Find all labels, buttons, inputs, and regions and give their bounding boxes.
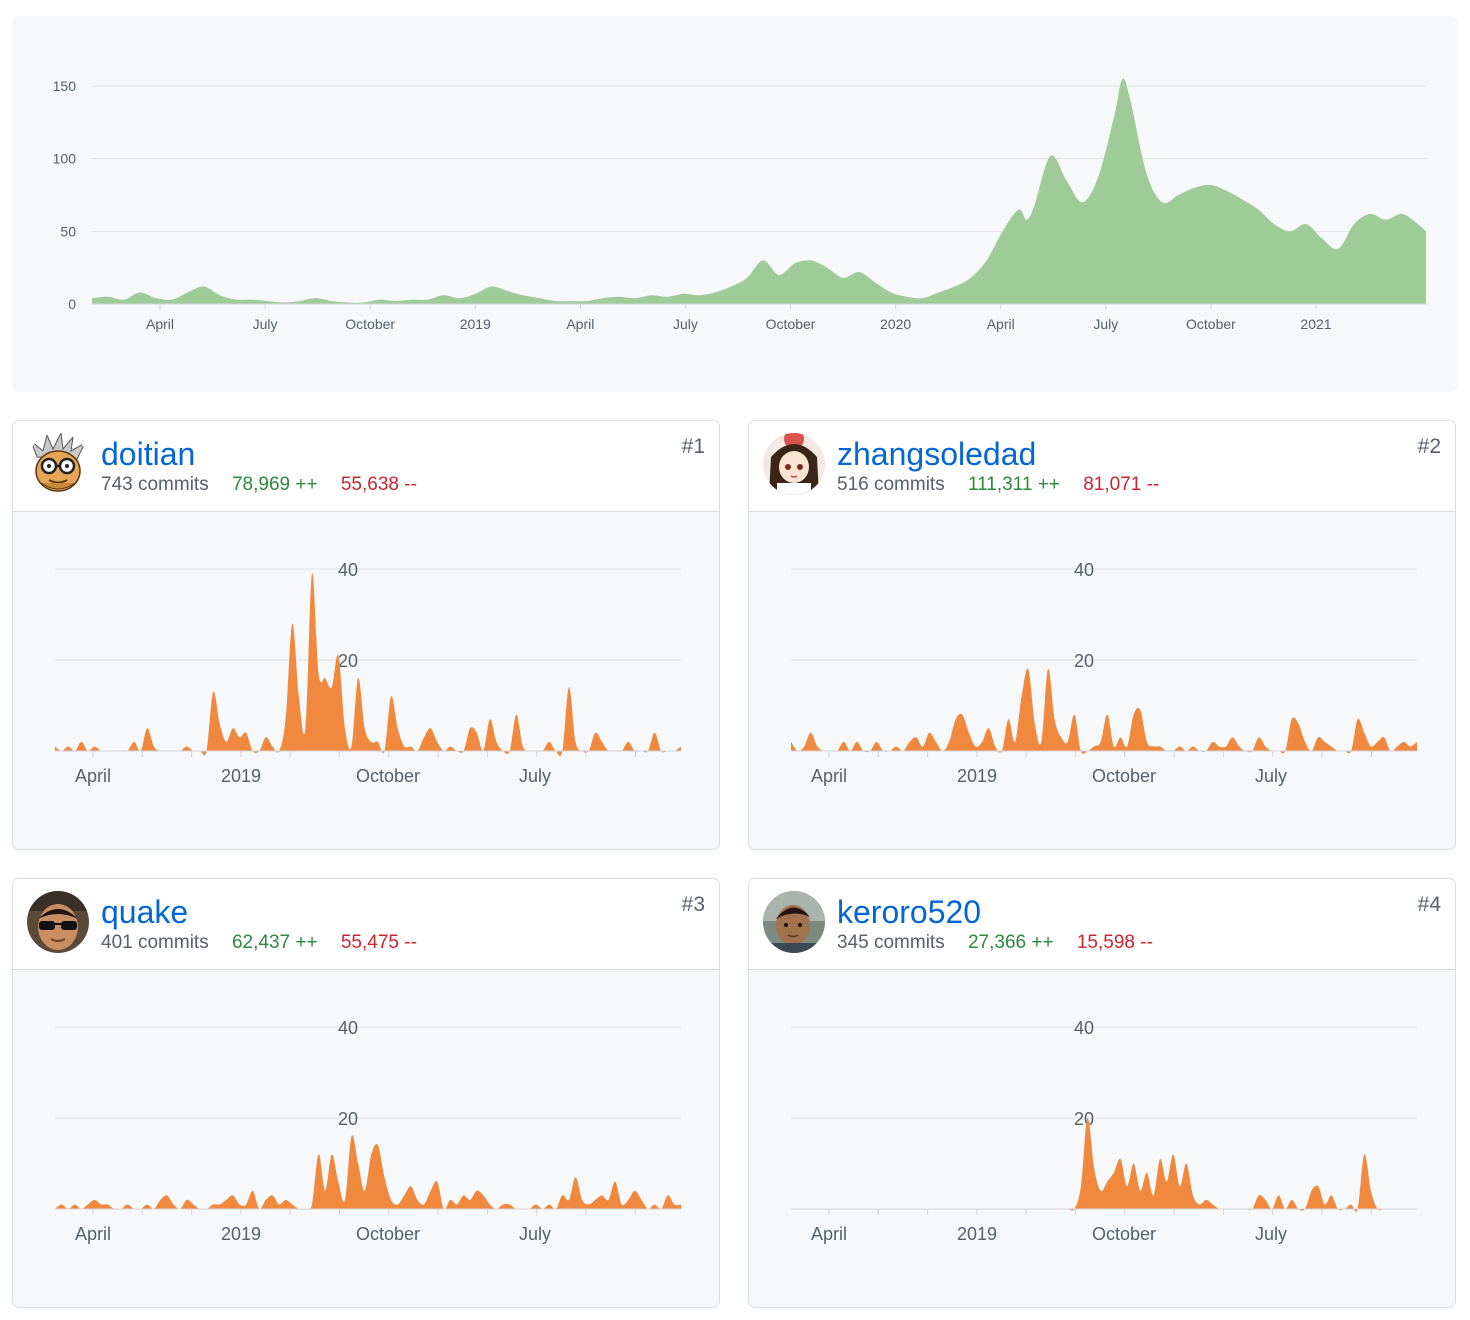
overview-area-series	[92, 78, 1426, 305]
contributor-username[interactable]: keroro520	[837, 894, 982, 930]
x-tick-label: July	[1255, 1224, 1287, 1244]
contributor-area-series	[791, 668, 1417, 754]
contributor-area-series	[55, 572, 681, 757]
glasses-face-icon[interactable]	[27, 433, 89, 495]
x-tick-label: October	[356, 766, 420, 786]
y-tick-label: 150	[53, 78, 77, 94]
x-tick-label: 2019	[460, 316, 491, 332]
contributor-area-series	[55, 1135, 681, 1210]
y-tick-label: 20	[338, 1109, 358, 1129]
y-tick-label: 20	[1074, 1109, 1094, 1129]
contributor-card-1: doitian 743 commits 78,969 ++ 55,638 -- …	[12, 420, 720, 850]
x-tick-label: October	[1092, 766, 1156, 786]
x-tick-label: July	[519, 766, 551, 786]
contributor-activity-chart: 20 40 April 2019 October July	[791, 1018, 1417, 1244]
contributor-header: doitian 743 commits 78,969 ++ 55,638 -- …	[13, 421, 719, 512]
anime-avatar-icon[interactable]	[763, 433, 825, 495]
x-tick-label: October	[345, 316, 395, 332]
contributor-username[interactable]: doitian	[101, 436, 196, 472]
contributor-rank: #2	[1417, 435, 1441, 458]
overview-area-chart: 0 50 100 150 April July October 2019 April July Oc…	[53, 78, 1426, 332]
contributor-card-3: quake 401 commits 62,437 ++ 55,475 -- #3…	[12, 878, 720, 1308]
x-tick-label: 2020	[880, 316, 911, 332]
contributor-header: quake 401 commits 62,437 ++ 55,475 -- #3	[13, 879, 719, 970]
x-tick-label: October	[766, 316, 816, 332]
x-tick-label: April	[75, 1224, 111, 1244]
x-tick-label: April	[146, 316, 174, 332]
x-tick-label: April	[811, 766, 847, 786]
x-tick-label: July	[519, 1224, 551, 1244]
commit-count[interactable]: 401 commits	[101, 932, 209, 953]
x-tick-label: 2019	[957, 1224, 997, 1244]
contributor-username[interactable]: zhangsoledad	[837, 436, 1037, 472]
contributor-activity-chart: 20 40 April 2019 October July	[55, 1018, 681, 1244]
x-tick-label: 2019	[221, 1224, 261, 1244]
y-tick-label: 40	[1074, 1018, 1094, 1038]
contributor-stats: 516 commits 111,311 ++ 81,071 --	[837, 473, 1177, 497]
commit-count[interactable]: 743 commits	[101, 474, 209, 495]
y-tick-label: 0	[68, 296, 76, 312]
y-tick-label: 40	[1074, 560, 1094, 580]
contributor-username[interactable]: quake	[101, 894, 189, 930]
commit-count[interactable]: 516 commits	[837, 474, 945, 495]
y-tick-label: 20	[338, 651, 358, 671]
x-tick-label: October	[356, 1224, 420, 1244]
deletions-count: 81,071 --	[1083, 474, 1160, 495]
y-tick-label: 100	[53, 151, 77, 167]
x-tick-label: July	[673, 316, 698, 332]
x-tick-label: 2019	[221, 766, 261, 786]
overview-chart-panel: 0 50 100 150 April July October 2019 April July Oc…	[12, 16, 1458, 392]
deletions-count: 55,475 --	[340, 932, 417, 953]
y-tick-label: 40	[338, 560, 358, 580]
deletions-count: 15,598 --	[1076, 932, 1153, 953]
contributor-stats: 345 commits 27,366 ++ 15,598 --	[837, 931, 1171, 955]
contributor-stats: 401 commits 62,437 ++ 55,475 --	[101, 931, 435, 955]
x-tick-label: April	[987, 316, 1015, 332]
additions-count: 27,366 ++	[967, 932, 1054, 953]
contributor-header: keroro520 345 commits 27,366 ++ 15,598 -…	[749, 879, 1455, 970]
x-tick-label: April	[75, 766, 111, 786]
x-tick-label: April	[566, 316, 594, 332]
additions-count: 78,969 ++	[231, 474, 318, 495]
x-tick-label: July	[253, 316, 278, 332]
deletions-count: 55,638 --	[340, 474, 417, 495]
commit-count[interactable]: 345 commits	[837, 932, 945, 953]
contributor-rank: #3	[681, 893, 705, 916]
x-tick-label: July	[1093, 316, 1118, 332]
contributor-header: zhangsoledad 516 commits 111,311 ++ 81,0…	[749, 421, 1455, 512]
contributor-card-4: keroro520 345 commits 27,366 ++ 15,598 -…	[748, 878, 1456, 1308]
x-tick-label: October	[1186, 316, 1236, 332]
sunglasses-face-icon[interactable]	[27, 891, 89, 953]
x-tick-label: October	[1092, 1224, 1156, 1244]
additions-count: 111,311 ++	[967, 474, 1060, 495]
person-photo-icon[interactable]	[763, 891, 825, 953]
y-tick-label: 20	[1074, 651, 1094, 671]
additions-count: 62,437 ++	[231, 932, 318, 953]
x-tick-label: July	[1255, 766, 1287, 786]
contributor-area-series	[791, 1117, 1417, 1212]
x-tick-label: 2019	[957, 766, 997, 786]
contributor-activity-chart: 20 40 April 2019 October July	[791, 560, 1417, 786]
contributor-rank: #1	[681, 435, 705, 458]
contributor-stats: 743 commits 78,969 ++ 55,638 --	[101, 473, 435, 497]
y-tick-label: 40	[338, 1018, 358, 1038]
y-tick-label: 50	[60, 223, 76, 239]
x-tick-label: April	[811, 1224, 847, 1244]
contributor-card-2: zhangsoledad 516 commits 111,311 ++ 81,0…	[748, 420, 1456, 850]
x-tick-label: 2021	[1300, 316, 1331, 332]
contributor-activity-chart: 20 40 April 2019 October July	[55, 560, 681, 786]
contributor-rank: #4	[1417, 893, 1441, 916]
